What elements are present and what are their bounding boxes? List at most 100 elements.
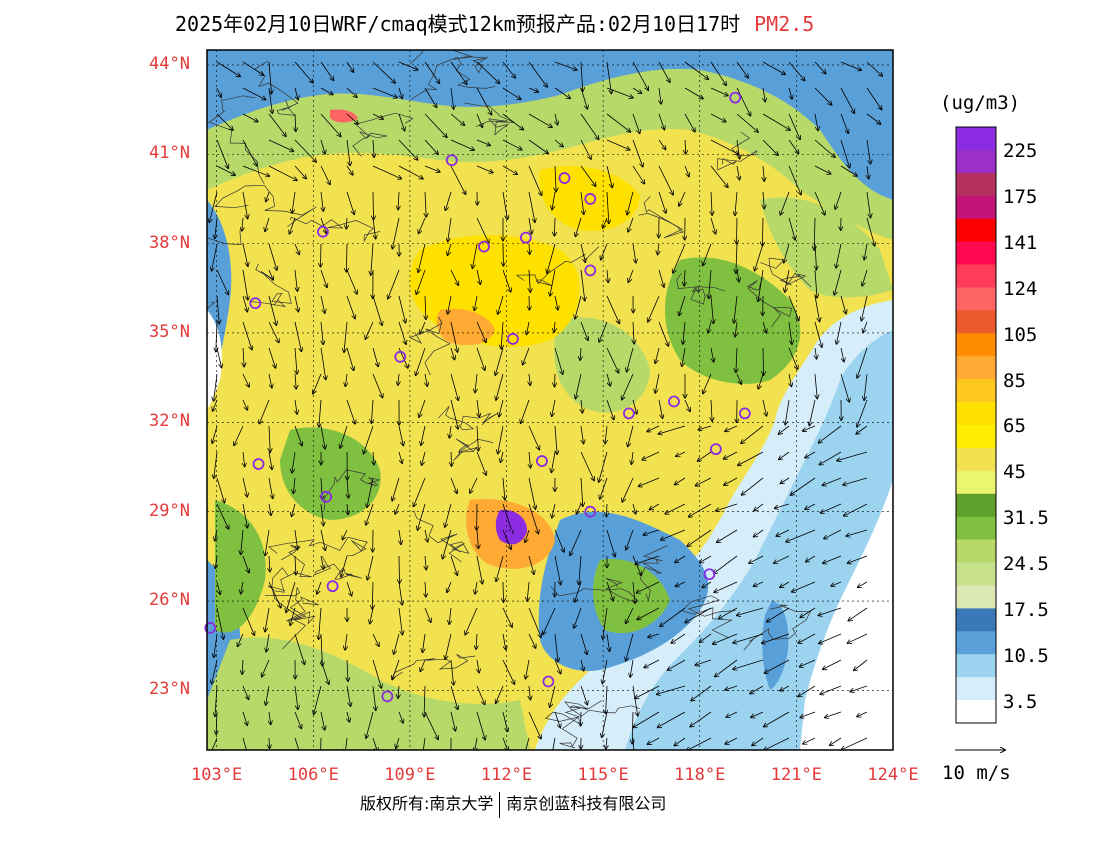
- wind-arrow: [320, 113, 341, 136]
- wind-arrow: [762, 113, 790, 130]
- wind-arrow: [372, 295, 382, 325]
- wind-arrow: [496, 555, 504, 581]
- wind-arrow: [684, 113, 695, 132]
- north-green-band: [207, 69, 893, 240]
- wind-arrow: [372, 373, 383, 398]
- wind-arrow: [502, 633, 506, 650]
- wind-arrow: [243, 451, 245, 467]
- wind-arrow: [425, 295, 426, 319]
- wind-arrow: [294, 529, 298, 550]
- wind-arrow: [346, 243, 347, 272]
- wind-arrow: [684, 399, 690, 411]
- wind-arrow: [476, 269, 480, 284]
- wind-arrow: [450, 711, 455, 731]
- wind-arrow: [425, 191, 426, 217]
- wind-arrow: [372, 61, 395, 83]
- wind-arrow: [370, 607, 374, 624]
- wind-arrow: [866, 61, 882, 76]
- wind-arrow: [603, 217, 608, 228]
- lat-label: 26°N: [149, 590, 190, 611]
- wind-arrow: [726, 711, 738, 717]
- wind-arrow: [716, 503, 738, 511]
- lon-label: 118°E: [674, 765, 726, 785]
- wind-arrow: [216, 61, 240, 77]
- wind-arrow: [268, 321, 279, 343]
- wind-arrow: [831, 581, 842, 586]
- wind-arrow: [476, 87, 492, 115]
- wind-arrow: [372, 113, 383, 119]
- wind-arrow: [216, 711, 217, 734]
- wind-arrow: [805, 503, 816, 509]
- wind-arrow: [628, 269, 634, 282]
- wind-arrow: [502, 139, 522, 150]
- wind-arrow: [475, 373, 477, 393]
- wind-arrow: [528, 503, 538, 534]
- colorbar-unit: (ug/m3): [940, 92, 1021, 114]
- wind-arrow: [555, 165, 556, 192]
- boundary-line: [271, 567, 316, 650]
- station-marker: [326, 580, 339, 593]
- wind-arrow: [606, 399, 614, 420]
- wind-arrow: [372, 165, 401, 179]
- wind-arrow: [798, 633, 816, 643]
- wind-arrow: [822, 477, 842, 485]
- wind-arrow: [496, 373, 504, 400]
- wind-arrow: [476, 711, 485, 740]
- wind-arrow: [268, 87, 272, 113]
- wind-arrow: [695, 659, 712, 665]
- open-sea: [800, 480, 893, 750]
- boundary-line: [267, 545, 312, 593]
- wind-arrow: [216, 321, 217, 352]
- wind-arrow: [687, 529, 712, 546]
- wind-arrow: [398, 321, 406, 344]
- wind-arrow: [606, 347, 619, 373]
- wind-arrow: [268, 373, 272, 388]
- wind-arrow: [344, 321, 348, 352]
- wind-arrow: [857, 399, 868, 427]
- wind-arrow: [763, 347, 764, 375]
- wind-arrow: [660, 607, 686, 626]
- wind-arrow: [606, 581, 613, 601]
- wind-arrow: [602, 659, 608, 684]
- wind-arrow: [321, 321, 323, 344]
- wind-arrow: [292, 503, 296, 516]
- wind-arrow: [554, 555, 561, 585]
- wind-arrow: [416, 269, 426, 294]
- wind-arrow: [843, 477, 868, 485]
- wind-arrow: [671, 633, 686, 643]
- copyright-line: 版权所有:南京大学 南京创蓝科技有限公司: [360, 790, 666, 818]
- wind-arrow: [575, 295, 582, 319]
- wind-arrow: [242, 373, 249, 387]
- wind-arrow: [552, 399, 556, 416]
- wind-arrow: [472, 243, 478, 268]
- wind-arrow: [606, 529, 615, 557]
- boundary-line: [746, 277, 793, 328]
- lon-label: 124°E: [867, 765, 919, 785]
- wind-arrow: [658, 61, 670, 82]
- wind-arrow: [599, 321, 608, 342]
- wind-arrow: [606, 685, 607, 713]
- wind-arrow: [475, 737, 477, 750]
- wind-arrow: [340, 425, 348, 448]
- wind-arrow: [719, 607, 738, 619]
- wind-arrow: [211, 737, 218, 750]
- wind-arrow: [555, 425, 557, 454]
- wind-arrow: [528, 607, 541, 637]
- wind-arrow: [214, 373, 218, 401]
- boundary-line: [681, 595, 736, 639]
- wind-arrow: [214, 633, 218, 657]
- wind-arrow: [242, 217, 243, 231]
- wind-arrow: [342, 529, 348, 540]
- wind-arrow: [554, 347, 563, 374]
- central-hotspot: [436, 308, 495, 346]
- wind-arrow: [844, 503, 868, 516]
- wind-arrow: [320, 61, 334, 80]
- lat-label: 44°N: [149, 53, 190, 74]
- wind-arrow: [295, 347, 297, 374]
- wind-arrow: [320, 217, 326, 233]
- wind-arrow: [424, 139, 438, 154]
- station-marker: [584, 264, 597, 277]
- wind-arrow: [242, 659, 243, 674]
- colorbar-segment: [956, 127, 996, 151]
